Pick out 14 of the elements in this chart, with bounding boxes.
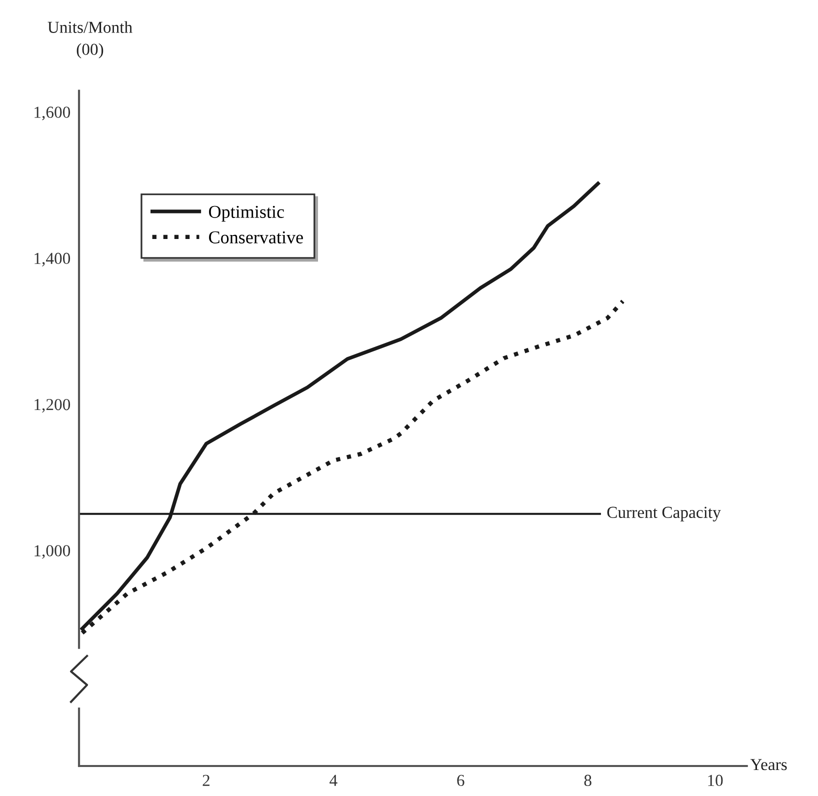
x-tick-label: 8 bbox=[584, 774, 592, 786]
y-tick-label: 1,400 bbox=[34, 252, 70, 266]
y-tick-label: 1,000 bbox=[34, 545, 70, 559]
y-tick-label: 1,200 bbox=[34, 398, 70, 413]
legend-label: Optimistic bbox=[209, 206, 284, 222]
x-tick-label: 6 bbox=[457, 774, 464, 786]
y-axis-title: Units/Month (00) bbox=[48, 21, 132, 58]
x-tick-label: 10 bbox=[708, 774, 723, 786]
ref-line-label: Current Capacity bbox=[607, 506, 721, 522]
x-axis-title: Years bbox=[750, 759, 787, 770]
x-tick-label: 4 bbox=[330, 774, 338, 786]
x-tick-label: 2 bbox=[202, 774, 210, 786]
legend-label: Conservative bbox=[209, 231, 303, 244]
y-tick-label: 1,600 bbox=[34, 106, 70, 120]
